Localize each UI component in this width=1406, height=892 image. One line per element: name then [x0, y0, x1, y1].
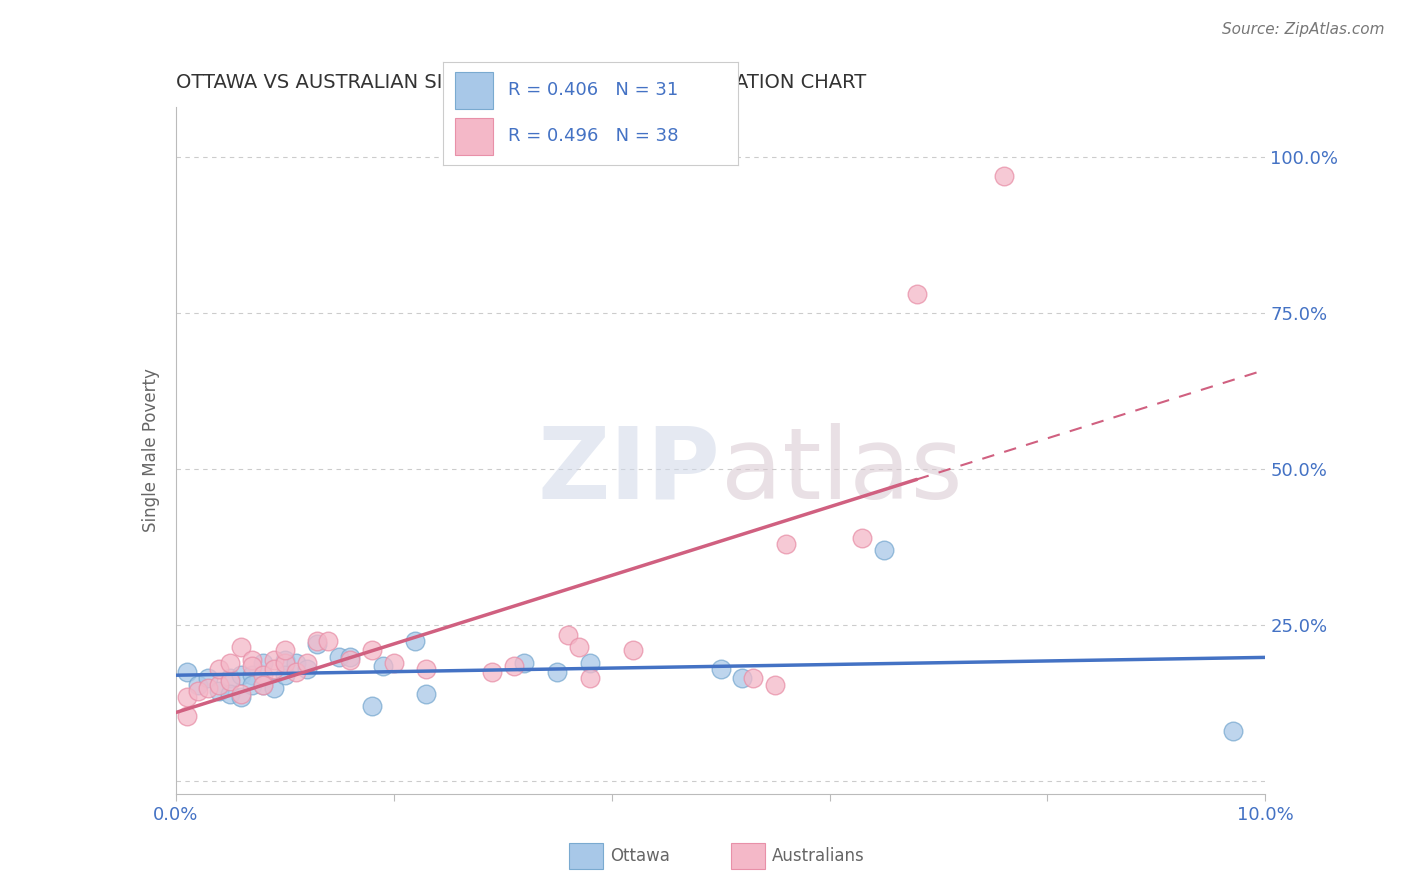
Point [284, 665, 307, 680]
Point [318, 633, 340, 648]
Point [219, 674, 242, 689]
Point [579, 671, 602, 685]
Point [360, 699, 382, 714]
Point [176, 690, 198, 705]
Point [415, 662, 437, 676]
Point [263, 662, 285, 676]
Point [371, 658, 394, 673]
Point [295, 656, 318, 670]
Point [873, 543, 896, 558]
Point [186, 678, 209, 692]
Point [263, 681, 285, 695]
Point [415, 687, 437, 701]
Point [568, 640, 591, 655]
Point [731, 671, 754, 685]
Point [208, 662, 231, 676]
Point [339, 649, 361, 664]
Y-axis label: Single Male Poverty: Single Male Poverty [142, 368, 160, 533]
Point [307, 637, 329, 651]
Point [328, 649, 350, 664]
Point [579, 656, 602, 670]
Point [252, 678, 274, 692]
Text: Source: ZipAtlas.com: Source: ZipAtlas.com [1222, 22, 1385, 37]
Point [1222, 724, 1244, 739]
Text: ZIP: ZIP [537, 423, 721, 519]
Point [274, 643, 297, 657]
Point [851, 531, 873, 545]
Text: Ottawa: Ottawa [610, 847, 669, 865]
Point [710, 662, 733, 676]
Point [284, 656, 307, 670]
Point [481, 665, 503, 680]
Bar [454, 118, 494, 155]
Point [240, 658, 263, 673]
Point [240, 668, 263, 682]
Point [307, 633, 329, 648]
Point [382, 656, 405, 670]
Point [263, 653, 285, 667]
Point [240, 678, 263, 692]
Point [274, 668, 297, 682]
Point [219, 687, 242, 701]
Text: Australians: Australians [772, 847, 865, 865]
Point [240, 653, 263, 667]
Point [208, 678, 231, 692]
Point [295, 662, 318, 676]
Point [763, 678, 786, 692]
Point [993, 169, 1015, 183]
Point [231, 640, 253, 655]
Point [252, 668, 274, 682]
Point [742, 671, 765, 685]
Point [775, 537, 797, 551]
Point [274, 653, 297, 667]
Text: atlas: atlas [721, 423, 962, 519]
Text: OTTAWA VS AUSTRALIAN SINGLE MALE POVERTY CORRELATION CHART: OTTAWA VS AUSTRALIAN SINGLE MALE POVERTY… [176, 72, 866, 92]
Point [219, 656, 242, 670]
Text: R = 0.496   N = 38: R = 0.496 N = 38 [508, 128, 678, 145]
Point [274, 656, 297, 670]
Bar [569, 843, 603, 869]
Point [197, 681, 219, 695]
Point [621, 643, 644, 657]
Point [197, 671, 219, 685]
Point [252, 656, 274, 670]
Point [176, 708, 198, 723]
Point [502, 658, 524, 673]
Point [905, 287, 928, 301]
Point [176, 665, 198, 680]
Point [546, 665, 568, 680]
Point [252, 678, 274, 692]
Bar [731, 843, 765, 869]
Point [405, 633, 427, 648]
Bar [454, 71, 494, 109]
Text: R = 0.406   N = 31: R = 0.406 N = 31 [508, 81, 678, 99]
Point [513, 656, 536, 670]
Point [557, 628, 579, 642]
Point [219, 671, 242, 685]
Point [360, 643, 382, 657]
Point [339, 653, 361, 667]
Point [231, 668, 253, 682]
Point [231, 690, 253, 705]
Point [231, 687, 253, 701]
Point [186, 683, 209, 698]
Point [208, 683, 231, 698]
